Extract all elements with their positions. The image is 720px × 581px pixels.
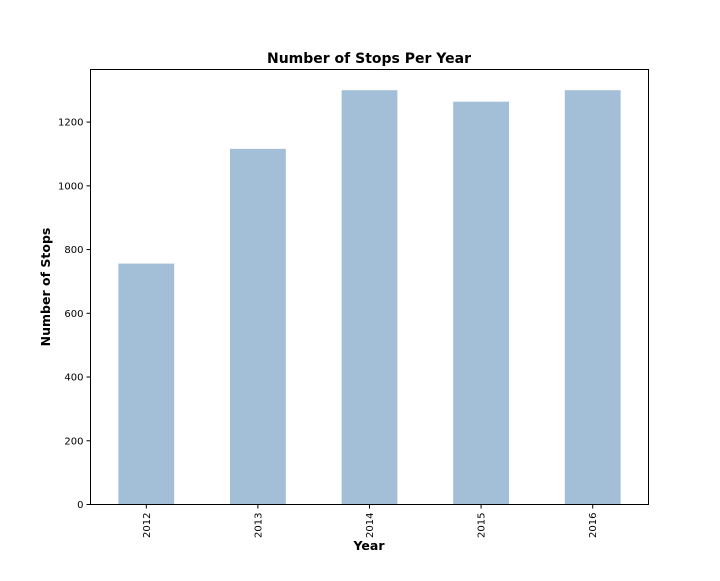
bars-group (118, 90, 621, 505)
x-tick-label: 2014 (365, 513, 376, 538)
bar-2012 (118, 263, 175, 505)
y-axis-label: Number of Stops (38, 228, 53, 347)
x-axis-label: Year (353, 538, 386, 553)
y-axis-ticks: 0 200 400 600 800 1000 1200 (58, 118, 91, 511)
x-tick-label: 2015 (477, 513, 488, 538)
y-tick-label: 0 (77, 500, 83, 511)
x-axis-ticks: 2012 2013 2014 2015 2016 (142, 504, 599, 538)
bar-2015 (453, 101, 509, 505)
y-tick-label: 1200 (58, 118, 83, 129)
y-tick-label: 800 (64, 245, 83, 256)
y-tick-label: 200 (64, 436, 83, 447)
chart-title: Number of Stops Per Year (267, 51, 471, 67)
x-tick-label: 2013 (253, 513, 264, 538)
bar-2013 (230, 148, 286, 505)
bar-2014 (341, 90, 398, 505)
x-tick-label: 2016 (588, 513, 599, 538)
y-tick-label: 1000 (58, 181, 83, 192)
y-tick-label: 400 (64, 373, 83, 384)
y-tick-label: 600 (64, 309, 83, 320)
x-tick-label: 2012 (142, 513, 153, 538)
bar-2016 (564, 90, 621, 505)
